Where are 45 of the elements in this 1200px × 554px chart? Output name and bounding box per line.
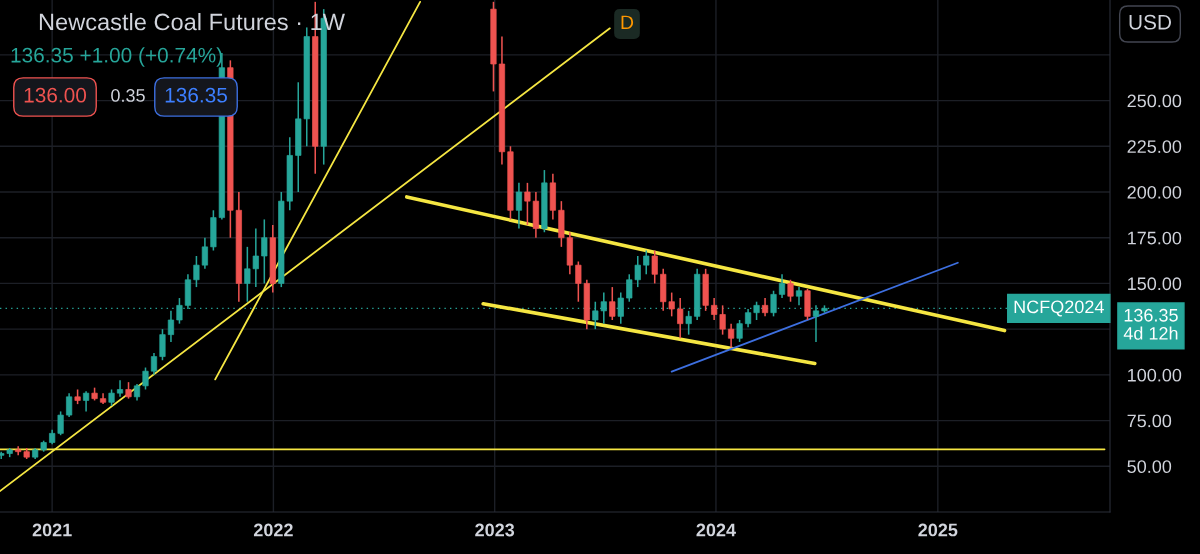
candlestick xyxy=(150,352,158,376)
ref-line-label: NCFQ2024 xyxy=(1014,300,1104,317)
candlestick xyxy=(787,279,794,303)
y-tick-label: 50.00 xyxy=(1127,460,1172,474)
y-tick-label: 75.00 xyxy=(1127,414,1172,428)
x-tick-label: 2024 xyxy=(696,523,736,537)
y-tick-label: 175.00 xyxy=(1128,231,1182,245)
candlestick xyxy=(66,392,73,418)
x-tick-label: 2021 xyxy=(32,523,72,537)
annotation: 136.35 xyxy=(165,87,227,103)
candlestick xyxy=(643,249,650,276)
candlestick xyxy=(745,308,752,329)
candlestick xyxy=(159,328,166,361)
candlestick xyxy=(201,236,208,270)
candlestick xyxy=(685,310,692,336)
y-tick-label: 225.00 xyxy=(1127,140,1182,154)
annotation: 0.35 xyxy=(111,89,145,102)
x-tick-label: 2025 xyxy=(918,523,958,537)
candlestick xyxy=(609,286,616,321)
candlestick xyxy=(116,379,124,398)
candlestick xyxy=(795,286,803,307)
candlestick xyxy=(617,291,624,325)
candlestick xyxy=(167,310,175,343)
y-tick-label: 200.00 xyxy=(1127,185,1182,199)
candlestick xyxy=(778,273,786,299)
candlestick xyxy=(761,297,769,318)
candlestick xyxy=(677,297,684,340)
y-tick-label: 150.00 xyxy=(1128,277,1182,291)
candlestick xyxy=(524,182,531,226)
candlestick xyxy=(515,182,523,230)
y-tick-label: 250.00 xyxy=(1127,94,1182,108)
candlestick xyxy=(83,390,90,413)
candlestick xyxy=(651,249,658,285)
candlestick xyxy=(142,366,149,391)
candlestick xyxy=(736,319,743,343)
candlestick xyxy=(261,218,268,285)
x-tick-label: 2022 xyxy=(253,523,293,537)
annotation: D xyxy=(621,15,634,30)
x-tick-label: 2023 xyxy=(475,523,515,537)
text: 136.35 4d 12h xyxy=(1123,308,1178,340)
candlestick xyxy=(193,255,200,288)
y-tick-label: 100.00 xyxy=(1128,368,1182,382)
text: USD xyxy=(1129,14,1171,30)
candlestick xyxy=(728,322,735,349)
annotation: 136.00 xyxy=(24,87,87,103)
